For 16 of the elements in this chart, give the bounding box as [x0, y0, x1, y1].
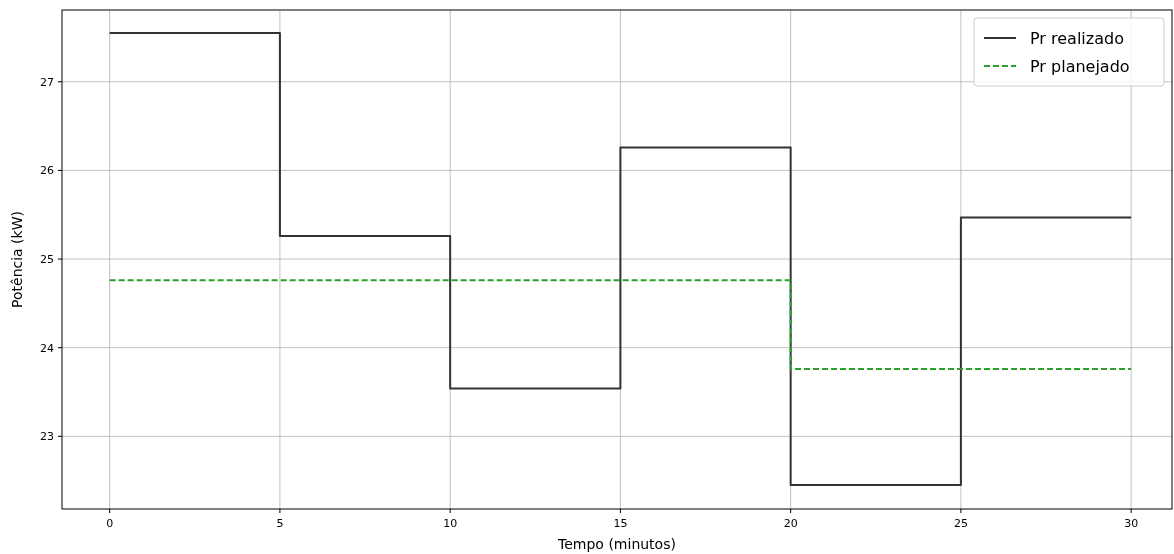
x-tick-label: 15 — [613, 517, 628, 530]
y-tick-label: 26 — [40, 164, 54, 178]
y-tick-label: 27 — [40, 75, 54, 89]
legend-label: Pr planejado — [1030, 57, 1130, 76]
x-tick-label: 5 — [276, 517, 284, 530]
x-tick-label: 10 — [443, 517, 458, 530]
x-tick-label: 30 — [1124, 517, 1139, 530]
x-tick-label: 0 — [106, 517, 114, 530]
y-tick-label: 23 — [40, 430, 54, 444]
x-tick-label: 20 — [783, 517, 798, 530]
y-axis-title: Potência (kW) — [9, 211, 25, 308]
y-tick-label: 25 — [40, 253, 54, 267]
x-tick-label: 25 — [953, 517, 968, 530]
y-tick-label: 24 — [40, 341, 54, 355]
legend-label: Pr realizado — [1030, 29, 1124, 48]
x-axis-title: Tempo (minutos) — [557, 536, 676, 552]
